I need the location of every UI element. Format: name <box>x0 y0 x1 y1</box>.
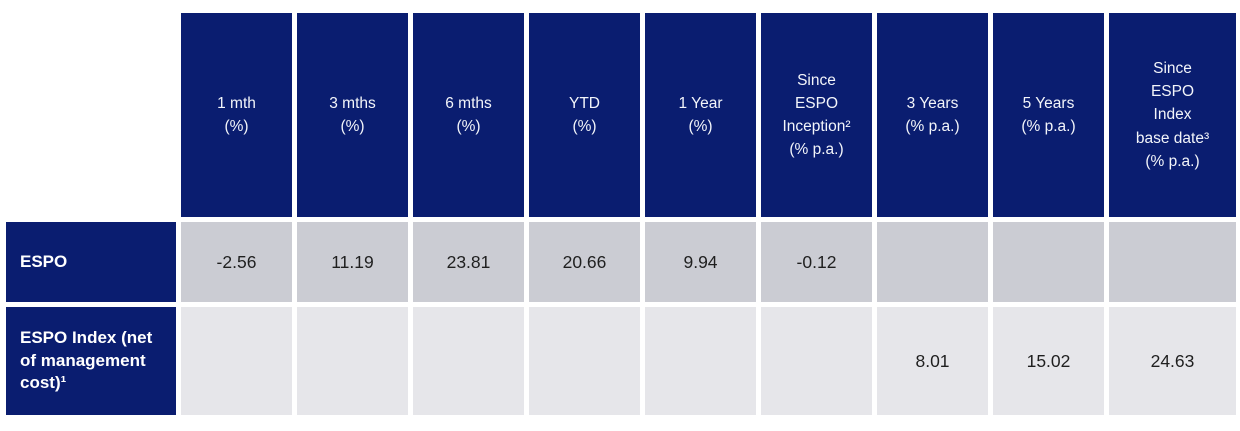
cell-espo-5years <box>993 222 1104 302</box>
cell-index-3mths <box>297 307 408 415</box>
cell-espo-since-inception: -0.12 <box>761 222 872 302</box>
cell-index-since-index-base-date: 24.63 <box>1109 307 1236 415</box>
header-corner-spacer <box>6 13 176 217</box>
column-header-3years: 3 Years (% p.a.) <box>877 13 988 217</box>
cell-index-1year <box>645 307 756 415</box>
cell-index-1mth <box>181 307 292 415</box>
cell-espo-6mths: 23.81 <box>413 222 524 302</box>
cell-espo-1mth: -2.56 <box>181 222 292 302</box>
cell-espo-since-index-base-date <box>1109 222 1236 302</box>
performance-table: 1 mth (%) 3 mths (%) 6 mths (%) YTD (%) … <box>6 13 1236 415</box>
cell-espo-ytd: 20.66 <box>529 222 640 302</box>
cell-index-3years: 8.01 <box>877 307 988 415</box>
cell-espo-3mths: 11.19 <box>297 222 408 302</box>
column-header-5years: 5 Years (% p.a.) <box>993 13 1104 217</box>
column-header-since-index-base-date: Since ESPO Index base date³ (% p.a.) <box>1109 13 1236 217</box>
column-header-3mths: 3 mths (%) <box>297 13 408 217</box>
cell-index-ytd <box>529 307 640 415</box>
column-header-6mths: 6 mths (%) <box>413 13 524 217</box>
row-header-espo: ESPO <box>6 222 176 302</box>
column-header-1mth: 1 mth (%) <box>181 13 292 217</box>
cell-index-6mths <box>413 307 524 415</box>
column-header-1year: 1 Year (%) <box>645 13 756 217</box>
column-header-ytd: YTD (%) <box>529 13 640 217</box>
cell-index-since-inception <box>761 307 872 415</box>
cell-index-5years: 15.02 <box>993 307 1104 415</box>
cell-espo-1year: 9.94 <box>645 222 756 302</box>
cell-espo-3years <box>877 222 988 302</box>
column-header-since-inception: Since ESPO Inception² (% p.a.) <box>761 13 872 217</box>
row-header-espo-index: ESPO Index (net of management cost)¹ <box>6 307 176 415</box>
